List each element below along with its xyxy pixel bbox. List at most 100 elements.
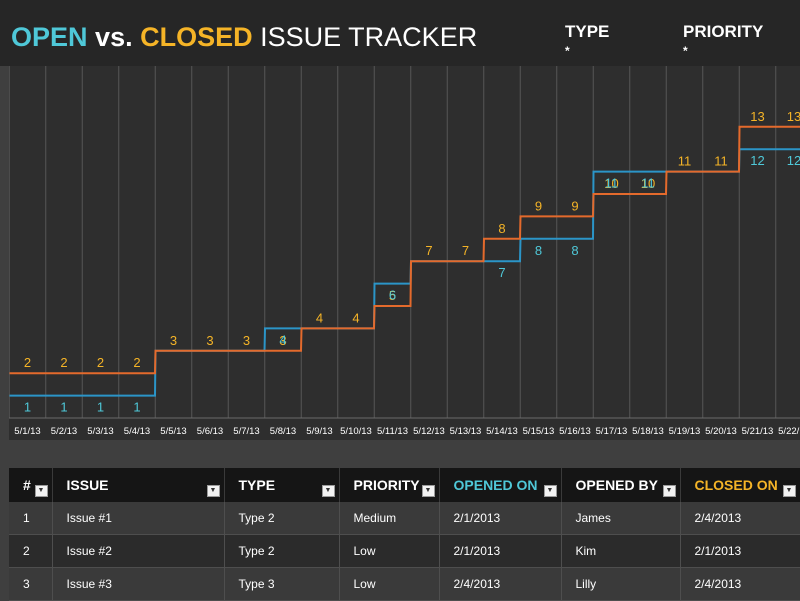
chart-data-label-open: 8 (535, 243, 542, 258)
cell-opened-on[interactable]: 2/1/2013 (439, 535, 561, 568)
chart-data-label-closed: 2 (97, 355, 104, 370)
chart-x-tick-label: 5/18/13 (632, 426, 664, 437)
cell-opened-by[interactable]: Kim (561, 535, 680, 568)
priority-filter-value[interactable]: * (683, 44, 688, 58)
type-filter-value[interactable]: * (565, 44, 570, 58)
filter-dropdown-icon[interactable]: ▼ (207, 485, 220, 497)
cell-priority[interactable]: Medium (339, 502, 439, 535)
chart-data-label-closed: 2 (60, 355, 67, 370)
chart-x-tick-label: 5/21/13 (742, 426, 774, 437)
chart-x-tick-label: 5/16/13 (559, 426, 591, 437)
filter-dropdown-icon[interactable]: ▼ (783, 485, 796, 497)
filter-dropdown-icon[interactable]: ▼ (422, 485, 435, 497)
cell-closed-on[interactable]: 2/4/2013 (680, 568, 800, 601)
table-row[interactable]: 2 Issue #2 Type 2 Low 2/1/2013 Kim 2/1/2… (9, 535, 800, 568)
cell-closed-on[interactable]: 2/1/2013 (680, 535, 800, 568)
page-title: OPEN vs. CLOSED ISSUE TRACKER (11, 20, 477, 54)
column-header-opened-by: OPENED BY▼ (561, 468, 680, 502)
chart-data-label-closed: 7 (425, 243, 432, 258)
chart-data-label-open: 8 (571, 243, 578, 258)
filter-dropdown-icon[interactable]: ▼ (663, 485, 676, 497)
cell-num[interactable]: 3 (9, 568, 52, 601)
cell-num[interactable]: 2 (9, 535, 52, 568)
chart-x-tick-label: 5/9/13 (306, 426, 332, 437)
header-bar: OPEN vs. CLOSED ISSUE TRACKER TYPE * PRI… (0, 0, 800, 66)
chart-data-label-closed: 2 (24, 355, 31, 370)
cell-opened-by[interactable]: Lilly (561, 568, 680, 601)
column-header-type: TYPE ▼ (224, 468, 339, 502)
chart-data-label-closed: 13 (787, 109, 800, 124)
cell-priority[interactable]: Low (339, 568, 439, 601)
cell-opened-on[interactable]: 2/4/2013 (439, 568, 561, 601)
column-header-issue: ISSUE ▼ (52, 468, 224, 502)
chart-x-tick-label: 5/14/13 (486, 426, 518, 437)
chart-data-label-closed: 4 (316, 310, 323, 325)
title-open-word: OPEN (11, 22, 88, 52)
filter-dropdown-icon[interactable]: ▼ (35, 485, 48, 497)
chart-data-label-closed: 13 (750, 109, 764, 124)
cell-priority[interactable]: Low (339, 535, 439, 568)
type-filter-label: TYPE (565, 22, 609, 42)
priority-filter-label: PRIORITY (683, 22, 763, 42)
chart-x-tick-label: 5/1/13 (14, 426, 40, 437)
filter-dropdown-icon[interactable]: ▼ (322, 485, 335, 497)
column-header-label: CLOSED ON (695, 477, 778, 493)
chart-x-tick-label: 5/17/13 (596, 426, 628, 437)
chart-x-tick-label: 5/19/13 (669, 426, 701, 437)
chart-data-label-closed: 11 (678, 154, 692, 169)
chart-data-label-closed: 7 (462, 243, 469, 258)
chart-x-tick-label: 5/6/13 (197, 426, 223, 437)
chart-series-open-line (10, 149, 800, 395)
chart-x-tick-label: 5/15/13 (523, 426, 555, 437)
table-row[interactable]: 1 Issue #1 Type 2 Medium 2/1/2013 James … (9, 502, 800, 535)
chart-x-tick-label: 5/7/13 (233, 426, 259, 437)
chart-data-label-open: 1 (133, 400, 140, 415)
filter-dropdown-icon[interactable]: ▼ (544, 485, 557, 497)
cell-closed-on[interactable]: 2/4/2013 (680, 502, 800, 535)
column-header-label: PRIORITY (354, 477, 420, 493)
title-closed-word: CLOSED (140, 22, 253, 52)
chart-data-label-open: 11 (605, 176, 619, 191)
column-header-label: TYPE (239, 477, 276, 493)
cell-issue[interactable]: Issue #1 (52, 502, 224, 535)
chart-data-label-closed: 3 (170, 333, 177, 348)
title-rest: ISSUE TRACKER (260, 22, 477, 52)
issues-table: #▼ ISSUE▼ TYPE▼ PRIORITY▼ OPENED ON▼ OPE… (9, 468, 800, 601)
table-header-row: #▼ ISSUE▼ TYPE▼ PRIORITY▼ OPENED ON▼ OPE… (9, 468, 800, 502)
cell-type[interactable]: Type 3 (224, 568, 339, 601)
column-header-priority: PRIORITY▼ (339, 468, 439, 502)
cell-issue[interactable]: Issue #2 (52, 535, 224, 568)
cell-type[interactable]: Type 2 (224, 535, 339, 568)
table-row[interactable]: 3 Issue #3 Type 3 Low 2/4/2013 Lilly 2/4… (9, 568, 800, 601)
chart-x-tick-label: 5/5/13 (160, 426, 186, 437)
chart-x-tick-label: 5/4/13 (124, 426, 150, 437)
chart-data-label-closed: 11 (714, 154, 728, 169)
title-vs-word: vs. (95, 22, 133, 52)
chart-x-tick-label: 5/20/13 (705, 426, 737, 437)
cell-issue[interactable]: Issue #3 (52, 568, 224, 601)
cell-opened-by[interactable]: James (561, 502, 680, 535)
chart-data-label-open: 4 (279, 332, 286, 347)
column-header-closed-on: CLOSED ON ▼ (680, 468, 800, 502)
chart-x-tick-label: 5/22/13 (778, 426, 800, 437)
chart-x-tick-label: 5/12/13 (413, 426, 445, 437)
chart-data-label-open: 6 (389, 288, 396, 303)
chart-data-label-closed: 9 (571, 198, 578, 213)
chart-data-label-open: 11 (641, 176, 655, 191)
cell-type[interactable]: Type 2 (224, 502, 339, 535)
cell-num[interactable]: 1 (9, 502, 52, 535)
chart-data-label-closed: 3 (243, 333, 250, 348)
column-header-label: ISSUE (67, 477, 109, 493)
chart-x-tick-label: 5/3/13 (87, 426, 113, 437)
column-header-label: OPENED ON (454, 477, 538, 493)
chart-data-label-open: 1 (24, 400, 31, 415)
chart-data-label-closed: 8 (498, 221, 505, 236)
cell-opened-on[interactable]: 2/1/2013 (439, 502, 561, 535)
column-header-label: # (23, 477, 31, 493)
chart-x-tick-label: 5/10/13 (340, 426, 372, 437)
chart-data-label-open: 1 (60, 400, 67, 415)
column-header-opened-on: OPENED ON ▼ (439, 468, 561, 502)
chart-x-tick-label: 5/13/13 (450, 426, 482, 437)
chart-data-label-open: 12 (750, 153, 764, 168)
